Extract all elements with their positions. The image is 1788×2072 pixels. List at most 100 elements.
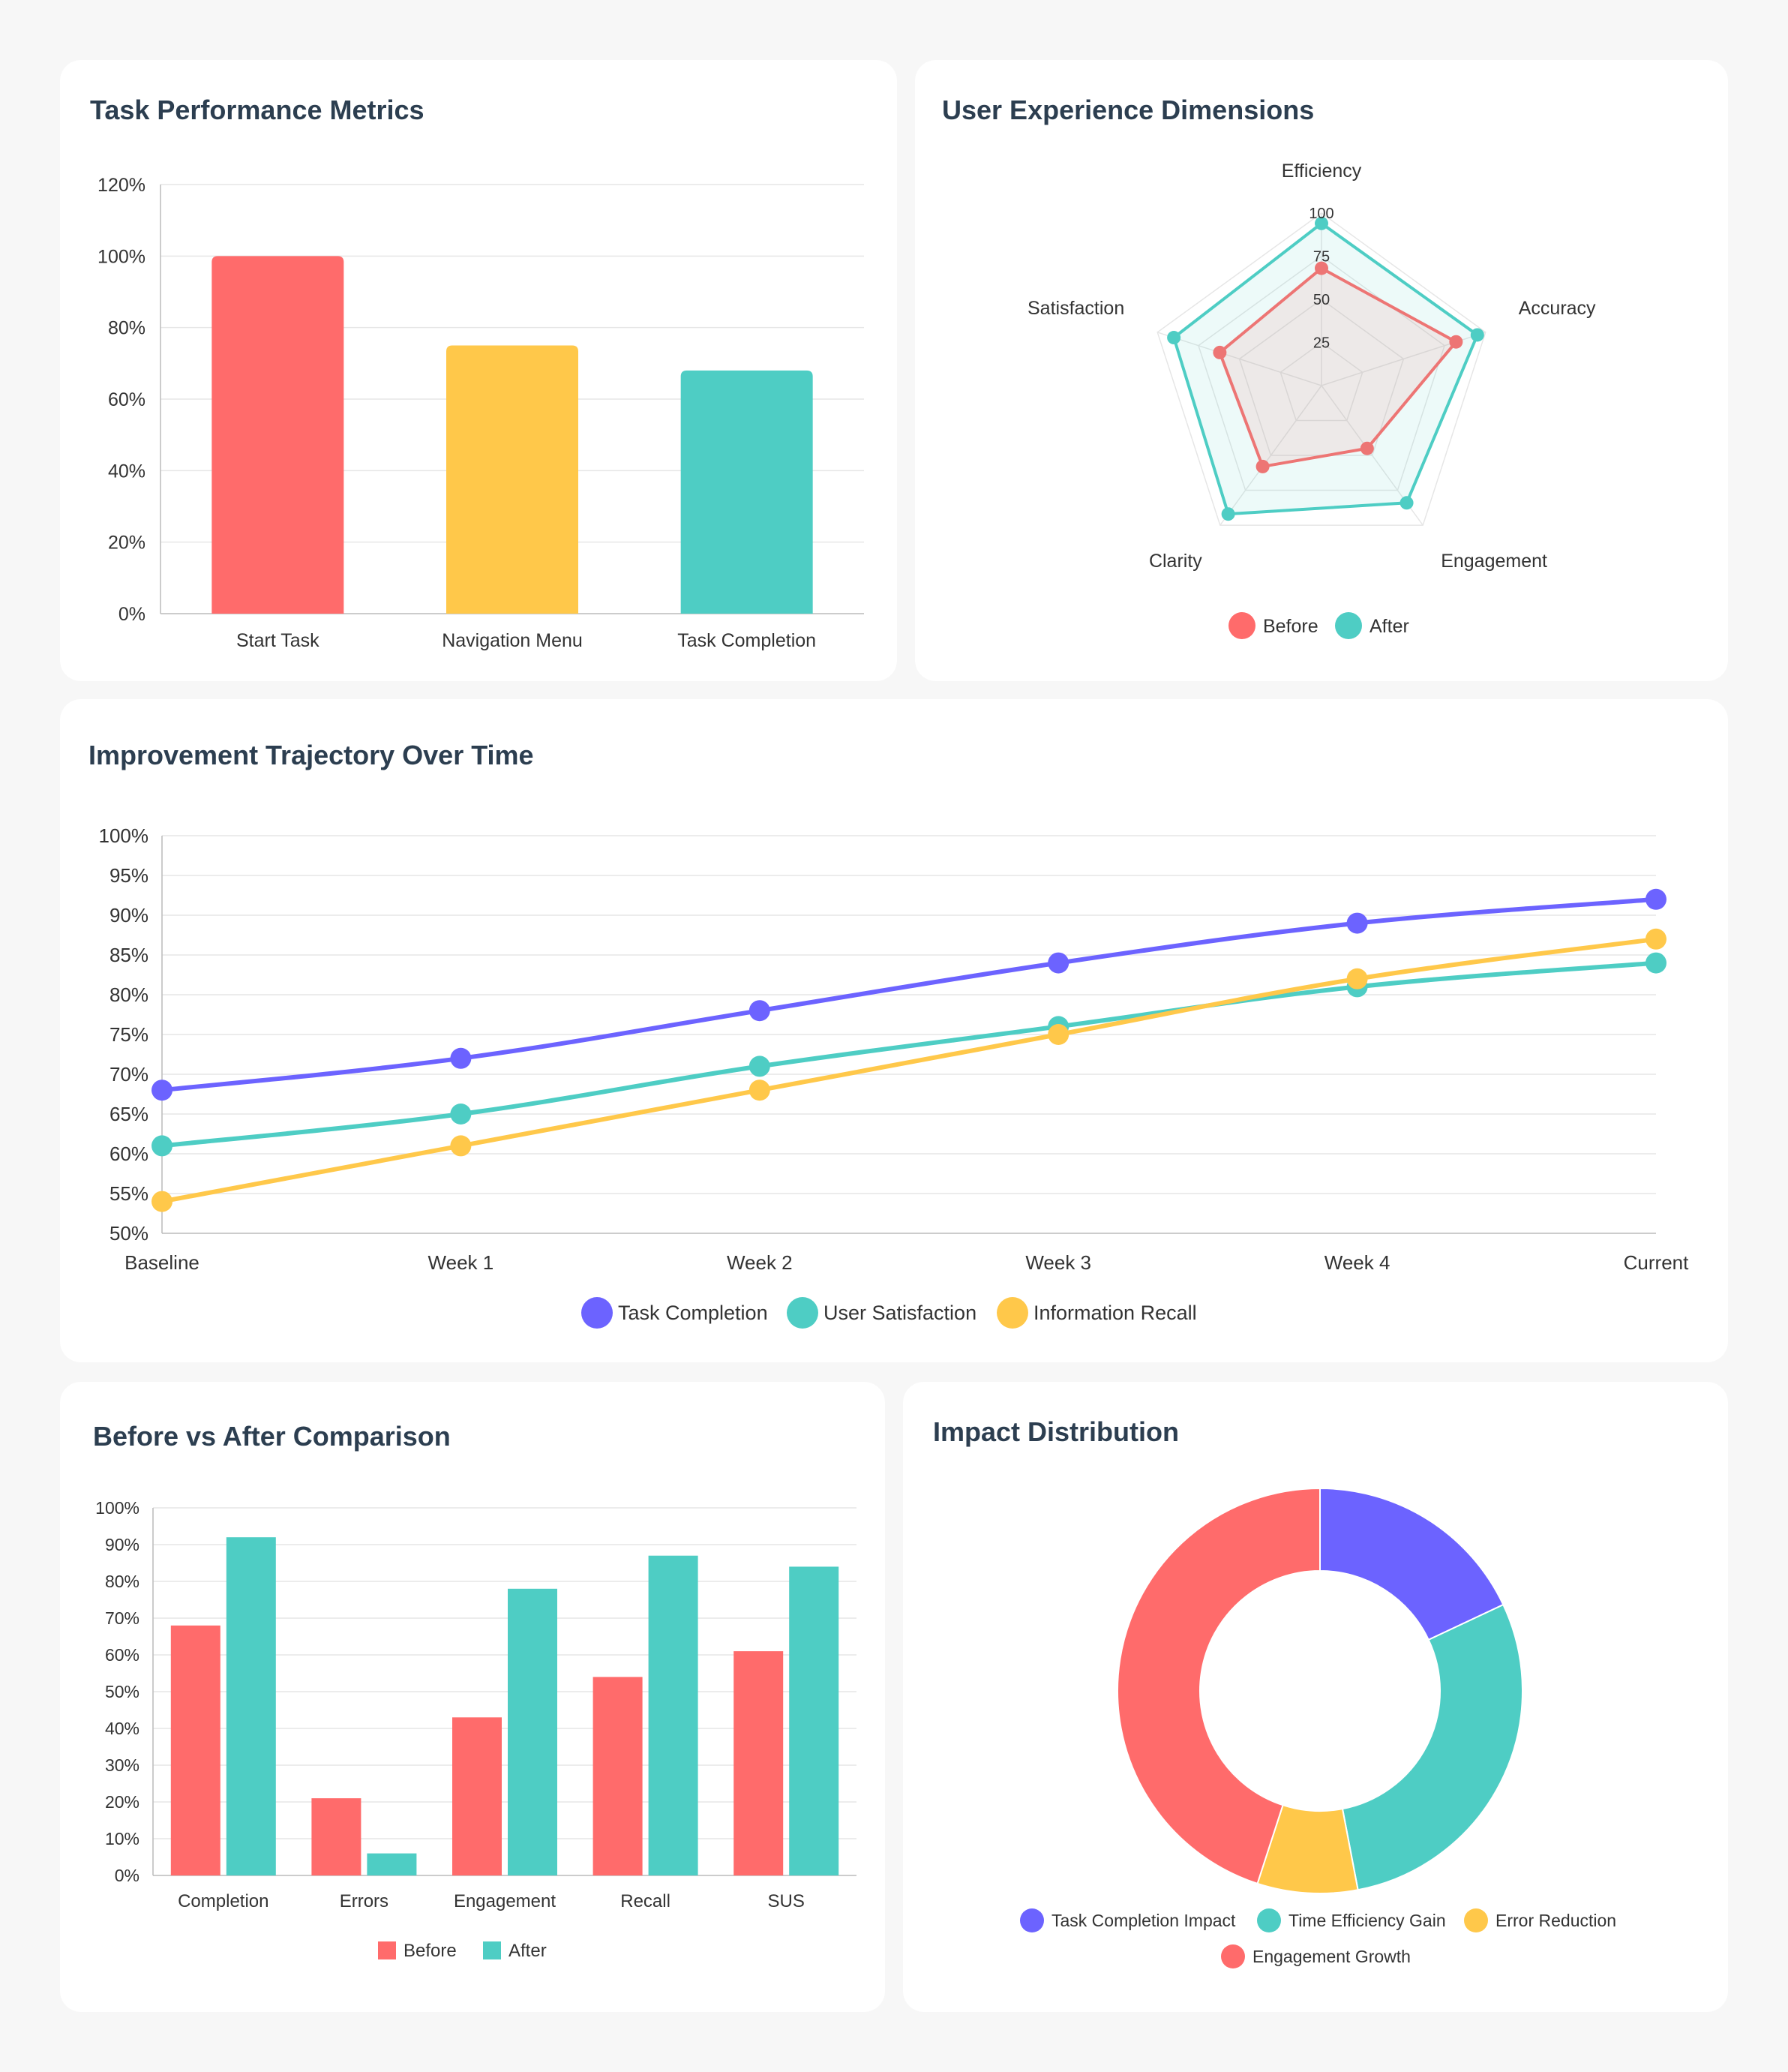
task-performance-card: Task Performance Metrics 0% 20% 40% 60% 80% 1… bbox=[60, 60, 897, 681]
radar-area-before bbox=[1218, 266, 1459, 469]
y-tick-label: 0% bbox=[118, 604, 146, 625]
x-tick-label: Engagement bbox=[454, 1891, 556, 1911]
legend-label: User Satisfaction bbox=[824, 1302, 976, 1324]
slice-time-efficiency-gain bbox=[1341, 1603, 1523, 1891]
bar-before-engagement bbox=[452, 1717, 502, 1875]
radar-axis-label: Accuracy bbox=[1519, 298, 1596, 319]
point-information-recall-week-1 bbox=[450, 1135, 472, 1157]
point-information-recall-week-4 bbox=[1346, 968, 1368, 989]
point-task-completion-baseline bbox=[152, 1080, 172, 1101]
ux-dimensions-card: User Experience Dimensions 25 50 75 100 Effi… bbox=[915, 60, 1728, 681]
radar-area-after bbox=[1172, 221, 1480, 516]
y-tick-label: 50% bbox=[105, 1682, 140, 1701]
bar-after-errors bbox=[367, 1853, 417, 1875]
y-tick-label: 80% bbox=[105, 1572, 140, 1591]
bar-start-task bbox=[212, 256, 344, 614]
radar-point-after-satisfaction bbox=[1167, 331, 1181, 345]
y-tick-label: 90% bbox=[110, 904, 148, 926]
y-tick-label: 85% bbox=[110, 944, 148, 966]
point-user-satisfaction-current bbox=[1646, 952, 1666, 974]
legend-label: Task Completion bbox=[618, 1302, 768, 1324]
point-task-completion-current bbox=[1646, 888, 1666, 910]
y-tick-label: 100% bbox=[98, 246, 146, 267]
y-tick-label: 75% bbox=[110, 1023, 148, 1046]
radar-point-after-accuracy bbox=[1470, 328, 1484, 342]
line-information-recall bbox=[161, 936, 1657, 1204]
y-tick-label: 30% bbox=[105, 1755, 140, 1775]
impact-title: Impact Distribution bbox=[933, 1416, 1180, 1447]
radar-point-after-efficiency bbox=[1315, 216, 1328, 230]
before-after-chart: 0% 10% 20% 30% 40% 50% 60% 70% 80% 90% 100% Complet… bbox=[95, 1498, 856, 1961]
ux-dimensions-title: User Experience Dimensions bbox=[942, 95, 1315, 125]
x-tick-label: Start Task bbox=[236, 630, 320, 651]
radar-axis-label: Satisfaction bbox=[1028, 298, 1124, 319]
trajectory-chart: 50% 55% 60% 65% 70% 75% 80% 85% 90% 95% 100% Baseli… bbox=[99, 824, 1689, 1329]
bar-after-recall bbox=[648, 1555, 698, 1875]
point-task-completion-week-1 bbox=[450, 1047, 472, 1069]
bar-after-sus bbox=[789, 1566, 839, 1875]
radar-grid-ring bbox=[1156, 212, 1486, 526]
x-tick-label: Navigation Menu bbox=[442, 630, 583, 651]
y-tick-label: 60% bbox=[105, 1645, 140, 1665]
radar-spoke bbox=[1220, 385, 1322, 526]
radar-point-after-clarity bbox=[1221, 507, 1235, 521]
trajectory-card: Improvement Trajectory Over Time 50% 55% 6… bbox=[60, 699, 1728, 1362]
y-tick-label: 10% bbox=[105, 1829, 140, 1848]
legend-label: After bbox=[508, 1941, 547, 1961]
radar-axis-label: Engagement bbox=[1441, 551, 1547, 572]
x-tick-label: Week 4 bbox=[1324, 1251, 1390, 1274]
y-tick-label: 60% bbox=[108, 389, 146, 410]
radar-point-before-clarity bbox=[1256, 459, 1270, 473]
legend-marker-task-completion bbox=[581, 1297, 613, 1329]
legend-label: Before bbox=[1263, 616, 1318, 637]
legend-label: Information Recall bbox=[1034, 1302, 1197, 1324]
radar-tick-label: 50 bbox=[1313, 292, 1330, 308]
y-tick-label: 70% bbox=[110, 1063, 148, 1086]
legend-label: Error Reduction bbox=[1496, 1911, 1616, 1930]
y-tick-label: 120% bbox=[98, 175, 146, 196]
legend-marker-task-completion-impact bbox=[1020, 1908, 1044, 1932]
point-information-recall-week-2 bbox=[748, 1080, 770, 1101]
bar-before-completion bbox=[170, 1625, 220, 1875]
y-tick-label: 100% bbox=[99, 824, 149, 847]
x-tick-label: Baseline bbox=[124, 1251, 200, 1274]
line-task-completion bbox=[161, 896, 1657, 1093]
task-performance-title: Task Performance Metrics bbox=[90, 95, 424, 125]
legend-label: Task Completion Impact bbox=[1052, 1911, 1236, 1930]
impact-card: Impact Distribution Task Completion Impa… bbox=[903, 1382, 1728, 2012]
legend-marker-error-reduction bbox=[1464, 1908, 1488, 1932]
legend-marker-after bbox=[1335, 612, 1362, 639]
radar-grid-ring bbox=[1280, 341, 1364, 422]
before-after-card: Before vs After Comparison 0% 10% 20% 30% 40… bbox=[60, 1382, 885, 2012]
radar-point-before-accuracy bbox=[1449, 335, 1463, 349]
radar-axis-label: Clarity bbox=[1149, 551, 1202, 572]
x-tick-label: Recall bbox=[620, 1891, 670, 1911]
y-tick-label: 20% bbox=[108, 533, 146, 554]
y-tick-label: 100% bbox=[95, 1498, 140, 1518]
y-tick-label: 65% bbox=[110, 1103, 148, 1125]
point-task-completion-week-4 bbox=[1346, 912, 1368, 934]
y-tick-label: 20% bbox=[105, 1792, 140, 1812]
radar-spoke bbox=[1157, 332, 1322, 386]
legend-marker-before bbox=[1228, 612, 1256, 639]
bar-task-completion bbox=[680, 370, 813, 614]
y-tick-label: 70% bbox=[105, 1608, 140, 1628]
point-task-completion-week-3 bbox=[1048, 952, 1070, 974]
y-tick-label: 40% bbox=[108, 461, 146, 482]
radar-point-before-satisfaction bbox=[1213, 345, 1227, 359]
radar-axis-label: Efficiency bbox=[1282, 161, 1362, 182]
point-user-satisfaction-week-1 bbox=[450, 1104, 472, 1125]
point-information-recall-baseline bbox=[152, 1191, 172, 1212]
bar-navigation-menu bbox=[446, 345, 578, 614]
y-tick-label: 80% bbox=[108, 318, 146, 339]
x-tick-label: SUS bbox=[768, 1891, 805, 1911]
radar-point-before-engagement bbox=[1360, 441, 1374, 455]
legend-marker-after bbox=[483, 1941, 501, 1959]
bar-before-errors bbox=[311, 1798, 362, 1875]
slice-task-completion-impact bbox=[1319, 1487, 1504, 1641]
legend-marker-user-satisfaction bbox=[787, 1297, 818, 1329]
x-tick-label: Week 3 bbox=[1025, 1251, 1091, 1274]
point-user-satisfaction-week-2 bbox=[748, 1056, 770, 1077]
x-tick-label: Current bbox=[1624, 1251, 1689, 1274]
x-tick-label: Task Completion bbox=[677, 630, 816, 651]
